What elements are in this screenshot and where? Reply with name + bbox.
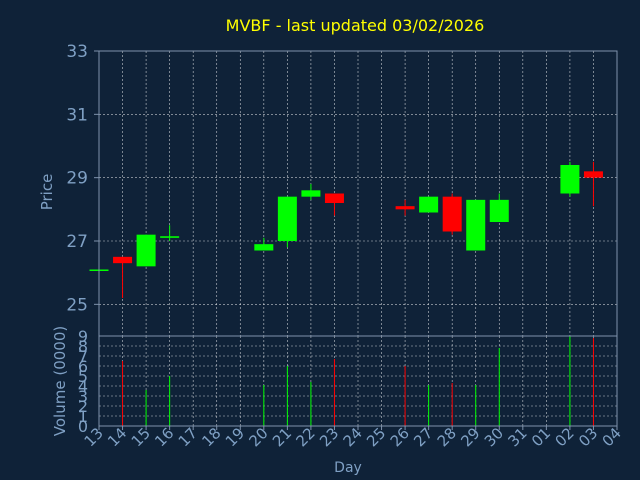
volume-bars: [122, 336, 594, 426]
volume-tick-label: 5: [78, 367, 88, 386]
chart-title: MVBF - last updated 03/02/2026: [226, 16, 485, 35]
price-grid: [99, 51, 617, 336]
volume-tick-label: 7: [78, 347, 88, 366]
volume-tick-label: 0: [78, 417, 88, 436]
volume-tick-label: 2: [78, 397, 88, 416]
x-axis-label: Day: [334, 460, 362, 476]
price-tick-labels: 25 27 29 31 33: [66, 42, 99, 315]
candle-body: [160, 236, 180, 238]
candle-body: [466, 199, 486, 251]
price-tick-label: 31: [66, 105, 88, 125]
candle-body: [136, 234, 156, 267]
candle-body: [254, 244, 274, 251]
volume-tick-label: 3: [78, 387, 88, 406]
volume-panel-frame: [98, 335, 618, 427]
price-axis-label: Price: [38, 174, 56, 211]
candle-body: [395, 206, 415, 210]
price-tick-label: 25: [66, 295, 88, 315]
volume-tick-label: 1: [78, 407, 88, 426]
candle-body: [489, 199, 509, 222]
volume-tick-label: 8: [78, 337, 88, 356]
candles: [89, 161, 603, 298]
volume-tick-label: 6: [78, 357, 88, 376]
candle-body: [277, 196, 297, 241]
candle-body: [442, 196, 462, 232]
candle-body: [301, 190, 321, 197]
candle-body: [583, 171, 603, 178]
candle-body: [419, 196, 439, 213]
volume-tick-label: 4: [78, 377, 88, 396]
candle-body: [560, 165, 580, 194]
price-tick-label: 27: [66, 232, 88, 252]
price-tick-label: 33: [66, 42, 88, 62]
candle-body: [324, 193, 344, 203]
volume-tick-label: 9: [78, 327, 88, 346]
volume-axis-label: Volume (0000): [51, 326, 69, 436]
candle-body: [113, 256, 133, 264]
price-tick-label: 29: [66, 169, 88, 189]
x-tick-labels: 1314151617181920212223242526272829303101…: [81, 424, 625, 450]
